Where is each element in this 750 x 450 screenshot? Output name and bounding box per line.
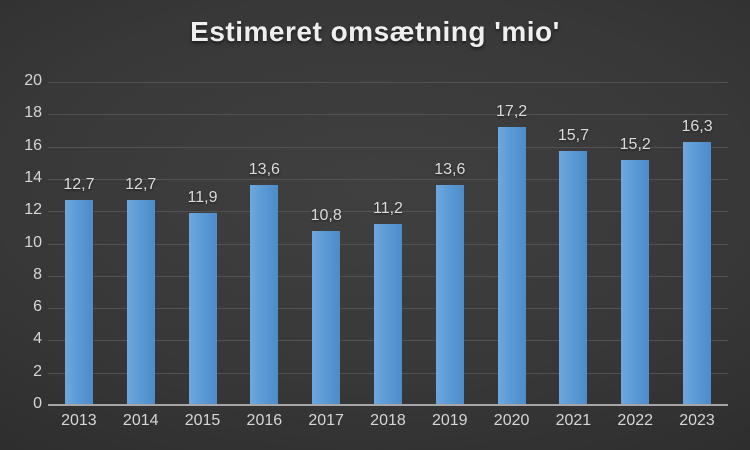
x-tick-label-2015: 2015	[184, 412, 221, 429]
x-tick-label-2013: 2013	[61, 412, 97, 429]
data-label-2021: 15,7	[557, 127, 589, 145]
bar-2013: 12,7	[63, 176, 94, 405]
y-tick-label-14: 14	[24, 168, 42, 186]
bar-2022: 15,2	[620, 136, 651, 405]
x-tick-label-2016: 2016	[246, 412, 283, 429]
bar-slot-2018: 11,2	[357, 82, 419, 405]
bar-slot-2021: 15,7	[543, 82, 605, 405]
plot-area: 20 18 16 14 12 10 8 6 4 2 0 12,7 12,7 11,9 13,6 10,8 11…	[24, 72, 728, 412]
x-tick-label-2022: 2022	[617, 412, 654, 429]
data-label-2014: 12,7	[125, 175, 157, 193]
data-label-2020: 17,2	[496, 103, 528, 121]
x-tick-label-2023: 2023	[679, 412, 715, 429]
data-label-2019: 13,6	[434, 161, 466, 179]
gridline-16	[48, 146, 728, 148]
gridline-20	[48, 82, 728, 83]
bar-2018: 11,2	[373, 200, 403, 405]
bar-slot-2020: 17,2	[481, 82, 543, 405]
x-axis-labels: 2013 2014 2015 2016 2017 2018 2019 2020 2021 2022…	[48, 412, 728, 430]
x-tick-label-2014: 2014	[122, 412, 159, 429]
bar-2019: 13,6	[434, 161, 465, 405]
bar-series: 12,7 12,7 11,9 13,6 10,8 11,2 13,6 17,2 15,7 15,2…	[48, 82, 728, 405]
bar-slot-2016: 13,6	[233, 82, 295, 405]
gridline-14	[48, 178, 728, 180]
y-tick-label-20: 20	[24, 72, 42, 89]
bar-slot-2022: 15,2	[604, 82, 666, 405]
gridline-12	[48, 211, 728, 213]
y-tick-label-18: 18	[24, 104, 42, 122]
y-tick-label-2: 2	[33, 362, 42, 380]
bar-2023: 16,3	[681, 118, 713, 405]
bar-2014: 12,7	[125, 176, 156, 405]
y-tick-label-6: 6	[33, 298, 42, 316]
bar-slot-2019: 13,6	[419, 82, 481, 405]
x-tick-label-2017: 2017	[308, 412, 344, 429]
y-tick-label-10: 10	[24, 233, 42, 251]
bar-2015: 11,9	[188, 189, 218, 405]
data-label-2022: 15,2	[619, 135, 651, 153]
x-tick-label-2019: 2019	[431, 412, 468, 429]
bar-slot-2013: 12,7	[48, 82, 110, 405]
y-tick-label-8: 8	[33, 265, 42, 283]
data-label-2015: 11,9	[187, 188, 218, 206]
x-tick-label-2020: 2020	[493, 412, 530, 429]
y-tick-label-0: 0	[33, 395, 42, 412]
data-label-2017: 10,8	[310, 206, 342, 224]
bar-slot-2017: 10,8	[295, 82, 357, 405]
data-label-2016: 13,6	[248, 161, 280, 179]
x-tick-label-2018: 2018	[370, 412, 406, 429]
bar-2017: 10,8	[311, 207, 342, 405]
data-label-2013: 12,7	[63, 175, 95, 193]
bar-2020: 17,2	[496, 103, 527, 405]
x-axis-line	[48, 404, 728, 406]
bar-2021: 15,7	[558, 127, 589, 405]
y-tick-label-12: 12	[24, 201, 42, 219]
bar-slot-2014: 12,7	[110, 82, 172, 405]
bar-slot-2023: 16,3	[666, 82, 728, 405]
x-tick-label-2021: 2021	[555, 412, 592, 429]
data-label-2023: 16,3	[681, 117, 713, 135]
data-label-2018: 11,2	[372, 200, 403, 218]
gridline-18	[48, 114, 728, 116]
bar-2016: 13,6	[249, 161, 280, 405]
y-tick-label-4: 4	[33, 330, 42, 348]
bar-slot-2015: 11,9	[172, 82, 234, 405]
y-tick-label-16: 16	[24, 136, 42, 154]
chart-title: Estimeret omsætning 'mio'	[190, 16, 560, 47]
